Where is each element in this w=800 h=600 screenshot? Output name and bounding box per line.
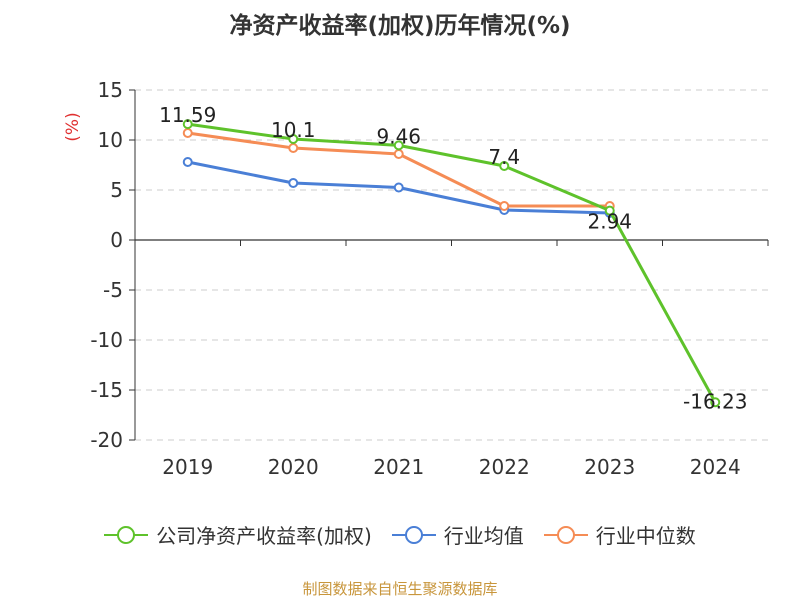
- series-line-company: [187, 122, 717, 404]
- data-point-industry-median: [393, 149, 404, 159]
- legend: 公司净资产收益率(加权) 行业均值 行业中位数: [0, 520, 800, 549]
- y-tick-label: -20: [90, 428, 123, 452]
- legend-item-industry-avg[interactable]: 行业均值: [391, 520, 524, 549]
- legend-swatch-industry-avg: [391, 525, 436, 544]
- data-point-company: [288, 134, 299, 144]
- legend-swatch-industry-median: [543, 525, 588, 544]
- data-point-industry-avg: [182, 157, 193, 167]
- data-point-industry-avg: [288, 178, 299, 188]
- x-tick-label: 2020: [268, 455, 319, 479]
- y-tick-label: 15: [98, 78, 123, 102]
- data-label: -16.23: [683, 389, 747, 413]
- x-tick-label: 2022: [479, 455, 530, 479]
- x-tick-label: 2023: [584, 455, 635, 479]
- y-axis-label: (%): [63, 112, 83, 141]
- y-tick-label: -10: [90, 328, 123, 352]
- legend-label-industry-median: 行业中位数: [595, 524, 696, 548]
- y-tick-label: -15: [90, 378, 123, 402]
- y-tick-label: 0: [110, 228, 123, 252]
- data-label: 10.1: [271, 118, 316, 142]
- data-point-industry-median: [499, 201, 510, 211]
- data-point-company: [710, 397, 721, 408]
- y-tick-label: 5: [110, 178, 123, 202]
- data-point-industry-avg: [393, 182, 404, 193]
- data-label: 2.94: [587, 210, 632, 234]
- legend-item-industry-median[interactable]: 行业中位数: [543, 520, 696, 549]
- legend-label-company: 公司净资产收益率(加权): [156, 524, 372, 548]
- data-point-industry-median: [182, 128, 193, 138]
- data-point-company: [499, 161, 510, 171]
- x-tick-label: 2019: [162, 455, 213, 479]
- source-note: 制图数据来自恒生聚源数据库: [302, 580, 498, 598]
- legend-label-industry-avg: 行业均值: [443, 524, 524, 548]
- data-point-company: [604, 205, 615, 216]
- x-tick-label: 2021: [373, 455, 424, 479]
- x-tick-label: 2024: [690, 455, 741, 479]
- data-point-industry-median: [288, 143, 299, 153]
- chart-title: 净资产收益率(加权)历年情况(%): [229, 13, 571, 39]
- data-point-company: [182, 119, 193, 130]
- data-label: 9.46: [376, 124, 421, 148]
- y-tick-label: -5: [103, 278, 123, 302]
- data-point-company: [393, 140, 404, 151]
- data-label: 7.4: [488, 145, 520, 169]
- legend-swatch-company: [104, 525, 149, 544]
- data-label: 11.59: [159, 103, 216, 127]
- legend-item-company[interactable]: 公司净资产收益率(加权): [104, 520, 372, 549]
- y-tick-label: 10: [98, 128, 123, 152]
